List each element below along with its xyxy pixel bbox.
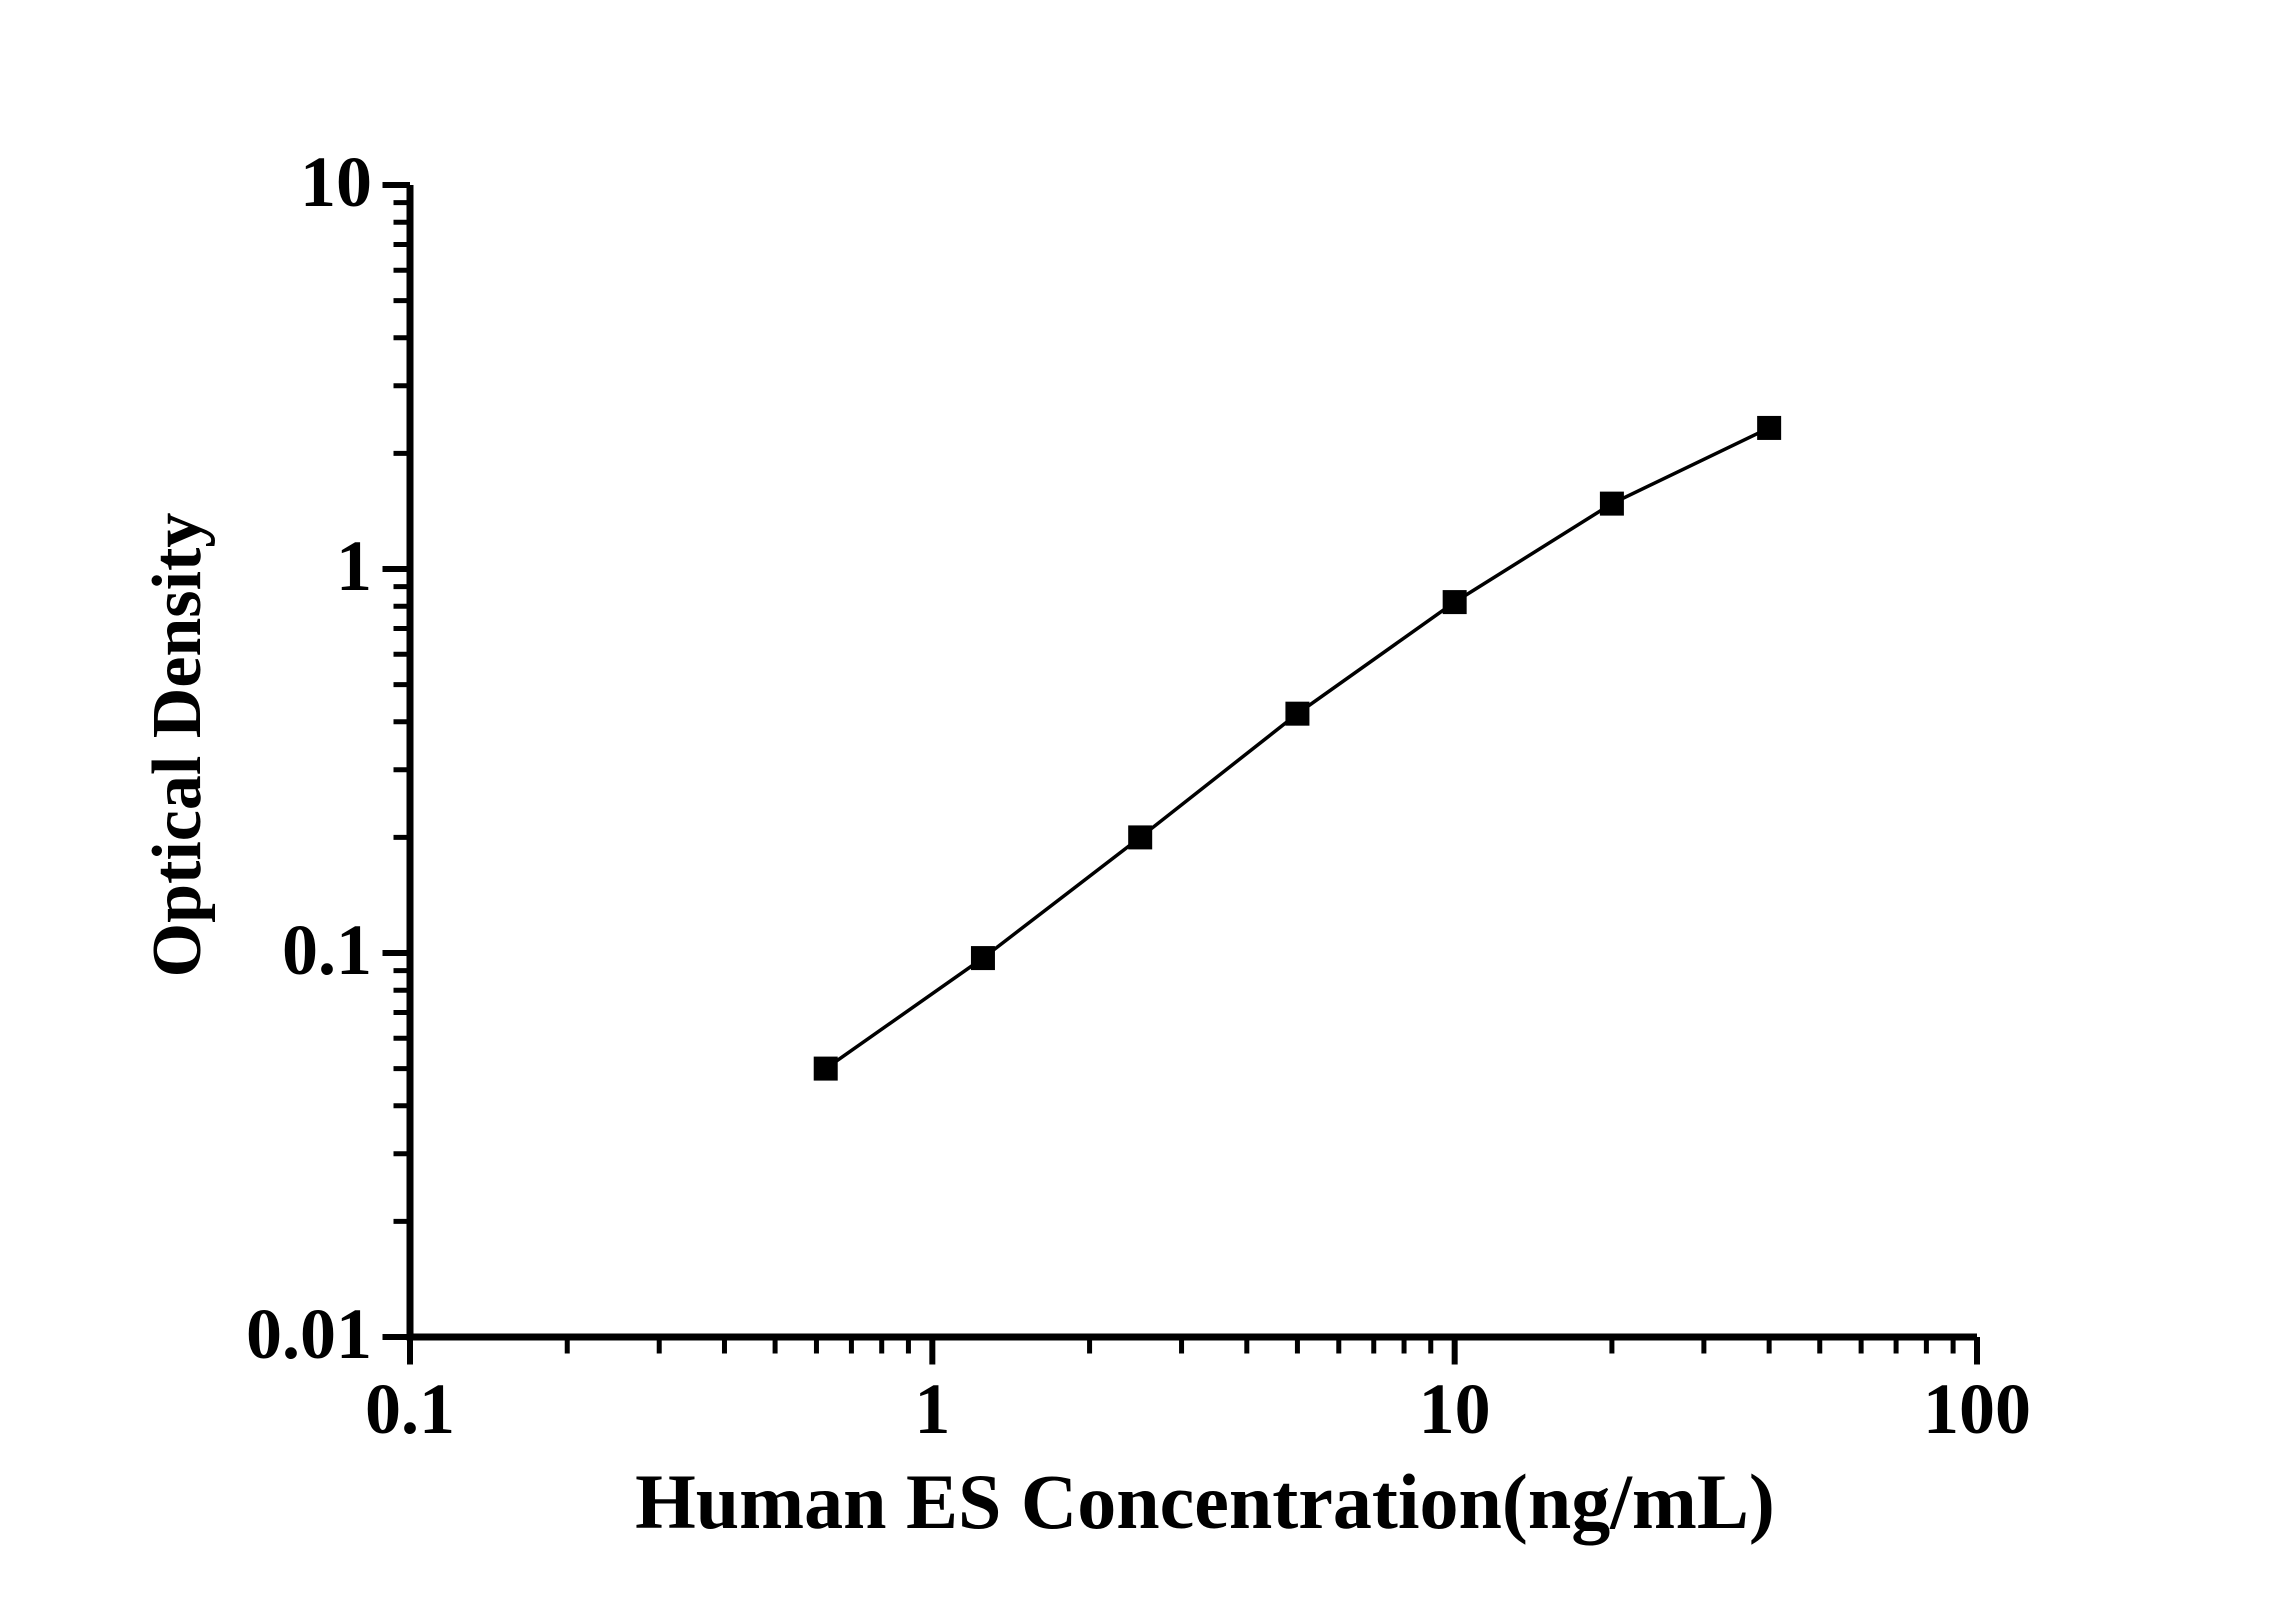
y-tick-label: 10 [300,142,372,222]
series-line [824,426,1770,1071]
x-tick-label: 0.1 [365,1369,455,1449]
axes-layer [406,185,1977,1341]
data-series-layer [813,415,1782,1081]
x-axis-title: Human ES Concentration(ng/mL) [635,1458,1775,1545]
data-point-marker [970,946,995,971]
data-point-marker [813,1056,838,1081]
y-tick-label: 0.1 [282,910,372,990]
data-point-marker [1599,491,1624,516]
data-point-marker [1757,415,1782,440]
data-point-marker [1285,701,1310,726]
data-point-marker [1442,590,1467,615]
y-axis-title: Optical Density [139,513,216,978]
y-tick-label: 1 [336,526,372,606]
x-tick-label: 100 [1923,1369,2031,1449]
x-tick-label: 1 [914,1369,950,1449]
y-tick-label: 0.01 [246,1294,372,1374]
x-tick-label: 10 [1419,1369,1491,1449]
ticks-layer [382,182,1980,1365]
data-point-marker [1128,825,1153,850]
